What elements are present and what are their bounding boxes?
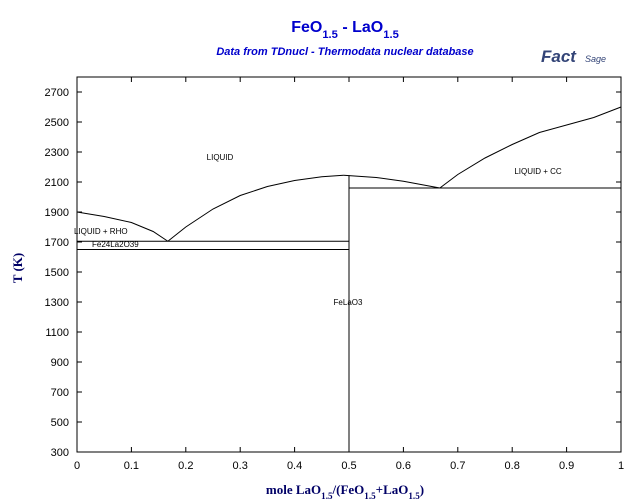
x-tick-label: 0.9 — [559, 460, 574, 472]
y-axis-label: T (K) — [10, 253, 25, 283]
chart-subtitle: Data from TDnucl - Thermodata nuclear da… — [216, 46, 473, 58]
region-label: Fe24La2O39 — [92, 240, 139, 249]
x-tick-label: 0.5 — [341, 460, 356, 472]
text-part: - LaO — [338, 19, 383, 36]
x-tick-label: 0.4 — [287, 460, 302, 472]
text-part: +LaO — [376, 482, 409, 497]
logo-fact: Fact — [541, 47, 577, 66]
text-part: 1.5 — [321, 491, 333, 501]
phase-boundary — [167, 174, 344, 242]
y-tick-label: 2100 — [45, 177, 69, 189]
x-tick-label: 0.7 — [450, 460, 465, 472]
logo-sage: Sage — [585, 54, 606, 64]
x-tick-label: 0.1 — [124, 460, 139, 472]
chart-title: FeO1.5 - LaO1.5 — [291, 19, 399, 41]
text-part: /(FeO — [332, 482, 365, 497]
text-part: 1.5 — [364, 491, 376, 501]
text-part: 1.5 — [383, 29, 399, 41]
region-label: LIQUID + CC — [514, 167, 562, 176]
text-part: mole LaO — [266, 482, 321, 497]
y-tick-label: 1700 — [45, 237, 69, 249]
region-label: LIQUID + RHO — [74, 227, 128, 236]
y-tick-label: 1900 — [45, 207, 69, 219]
x-tick-label: 0.6 — [396, 460, 411, 472]
text-part: FeO — [291, 19, 322, 36]
x-tick-label: 0.8 — [505, 460, 520, 472]
y-tick-label: 2700 — [45, 87, 69, 99]
y-tick-label: 500 — [51, 417, 69, 429]
logo: Fact Sage — [541, 47, 606, 66]
region-label: FeLaO3 — [334, 298, 363, 307]
y-tick-label: 700 — [51, 387, 69, 399]
y-tick-label: 900 — [51, 357, 69, 369]
y-tick-label: 2500 — [45, 117, 69, 129]
text-part: 1.5 — [322, 29, 338, 41]
text-part: ) — [420, 482, 424, 497]
x-tick-label: 1 — [618, 460, 624, 472]
text-part: 1.5 — [408, 491, 420, 501]
y-tick-label: 2300 — [45, 147, 69, 159]
phase-boundary — [343, 174, 440, 189]
x-axis-label: mole LaO1.5/(FeO1.5+LaO1.5) — [266, 482, 424, 501]
y-tick-label: 1500 — [45, 267, 69, 279]
region-label: LIQUID — [207, 153, 234, 162]
y-tick-label: 300 — [51, 447, 69, 459]
y-tick-label: 1300 — [45, 297, 69, 309]
y-tick-label: 1100 — [45, 327, 69, 339]
phase-boundary — [76, 211, 169, 242]
x-tick-label: 0 — [74, 460, 80, 472]
x-tick-label: 0.3 — [233, 460, 248, 472]
phase-boundary — [439, 106, 622, 189]
x-tick-label: 0.2 — [178, 460, 193, 472]
